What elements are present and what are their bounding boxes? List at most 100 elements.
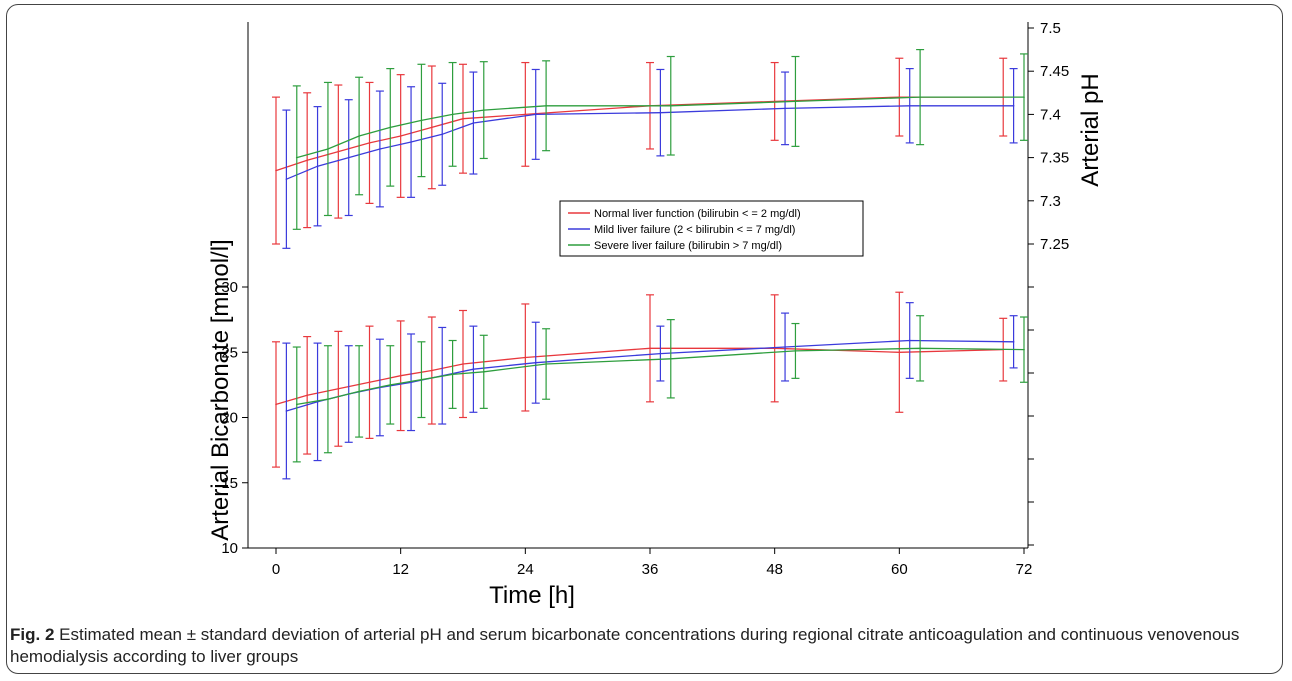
- data-point: [441, 133, 444, 136]
- data-point: [399, 374, 402, 377]
- data-point: [462, 363, 464, 365]
- ph-series-severe: [292, 48, 1028, 230]
- data-point: [1023, 348, 1025, 351]
- data-point: [1012, 341, 1015, 343]
- data-point: [451, 113, 454, 116]
- data-point: [534, 361, 537, 364]
- data-point: [399, 135, 402, 137]
- data-point: [649, 347, 651, 350]
- legend-label-severe: Severe liver failure (bilirubin > 7 mg/d…: [594, 240, 782, 252]
- data-point: [347, 156, 350, 159]
- data-point: [285, 178, 288, 180]
- data-point: [431, 126, 433, 129]
- data-point: [295, 156, 298, 159]
- data-point: [337, 150, 340, 153]
- bicarbonate-series-line-normal: [275, 347, 1004, 406]
- data-point: [524, 113, 527, 116]
- data-point: [524, 356, 527, 359]
- data-point: [389, 126, 392, 129]
- x-tick-label: 60: [891, 561, 908, 578]
- y-left-tick-label: 15: [221, 475, 238, 492]
- legend-box: [559, 200, 864, 257]
- data-point: [275, 169, 277, 172]
- data-point: [306, 394, 308, 397]
- data-point: [306, 159, 308, 161]
- y-right-tick-label: 7.5: [1040, 20, 1061, 37]
- x-tick-label: 24: [517, 561, 534, 578]
- data-point: [659, 111, 662, 114]
- y-right-tick-label: 7.45: [1040, 63, 1069, 80]
- ph-series-line-mild: [286, 105, 1014, 180]
- data-point: [919, 96, 921, 98]
- data-point: [431, 369, 433, 372]
- data-point: [1012, 104, 1015, 107]
- x-tick-label: 0: [272, 561, 280, 578]
- bicarbonate-series-normal: [272, 291, 1008, 468]
- data-point: [275, 403, 277, 406]
- data-point: [358, 390, 360, 393]
- data-point: [462, 117, 464, 120]
- ph-series-line-normal: [275, 96, 1004, 172]
- y-left-tick-label: 30: [221, 279, 238, 296]
- figure-frame: [6, 4, 1283, 674]
- data-point: [669, 357, 672, 360]
- data-point: [784, 107, 786, 110]
- chart-axes: 0 12 24 36 48 60 72 10 15 20 25 30 7.25 7.3 7.35 7.4 7.4…: [221, 20, 1069, 578]
- data-point: [669, 104, 672, 107]
- data-point: [316, 165, 319, 168]
- y-right-tick-label: 7.35: [1040, 150, 1069, 167]
- y-left-tick-label: 20: [221, 410, 238, 427]
- data-point: [794, 350, 797, 352]
- data-point: [285, 410, 288, 412]
- data-point: [420, 378, 423, 381]
- data-point: [534, 113, 537, 116]
- data-point: [784, 346, 786, 348]
- x-tick-label: 48: [766, 561, 783, 578]
- data-point: [389, 384, 392, 386]
- y-right-tick-label: 7.25: [1040, 236, 1069, 253]
- data-point: [898, 351, 901, 354]
- data-point: [545, 104, 547, 107]
- legend: Normal liver function (bilirubin < = 2 m…: [559, 200, 864, 257]
- data-point: [327, 398, 329, 401]
- data-point: [908, 104, 911, 107]
- data-point: [368, 381, 371, 384]
- caption-text: Estimated mean ± standard deviation of a…: [10, 625, 1240, 666]
- data-point: [420, 119, 423, 122]
- x-tick-label: 36: [642, 561, 659, 578]
- data-point: [295, 403, 298, 406]
- data-point: [472, 368, 475, 371]
- data-point: [659, 352, 662, 355]
- x-tick-label: 12: [392, 561, 409, 578]
- data-point: [482, 371, 485, 373]
- chart: 0 12 24 36 48 60 72 10 15 20 25 30 7.25 7.3 7.35 7.4 7.4…: [207, 20, 1104, 609]
- y-right-tick-label: 7.4: [1040, 106, 1061, 123]
- chart-marks: [272, 48, 1028, 480]
- bicarbonate-series-severe: [292, 315, 1028, 463]
- data-point: [472, 122, 475, 124]
- data-point: [410, 141, 412, 143]
- y-left-tick-label: 25: [221, 344, 238, 361]
- data-point: [545, 363, 547, 365]
- y-axis-left-label: Arterial Bicarbonate [mmol/l]: [207, 239, 234, 540]
- data-point: [358, 135, 360, 137]
- caption-label: Fig. 2: [10, 625, 55, 644]
- data-point: [794, 100, 797, 103]
- data-point: [1023, 96, 1025, 98]
- ph-series-mild: [282, 68, 1018, 249]
- y-left-tick-label: 10: [221, 540, 238, 557]
- ph-series-line-severe: [296, 96, 1024, 159]
- legend-label-normal: Normal liver function (bilirubin < = 2 m…: [594, 208, 801, 220]
- data-point: [368, 142, 371, 144]
- data-point: [919, 347, 921, 350]
- data-point: [482, 109, 485, 111]
- data-point: [908, 339, 911, 342]
- data-point: [451, 373, 454, 376]
- x-axis-label: Time [h]: [489, 582, 575, 609]
- data-point: [379, 148, 381, 150]
- data-point: [327, 148, 329, 150]
- y-axis-right-label: Arterial pH: [1077, 73, 1104, 186]
- figure-caption: Fig. 2 Estimated mean ± standard deviati…: [10, 624, 1275, 668]
- x-tick-label: 72: [1016, 561, 1033, 578]
- legend-label-mild: Mild liver failure (2 < bilirubin < = 7 …: [594, 224, 795, 236]
